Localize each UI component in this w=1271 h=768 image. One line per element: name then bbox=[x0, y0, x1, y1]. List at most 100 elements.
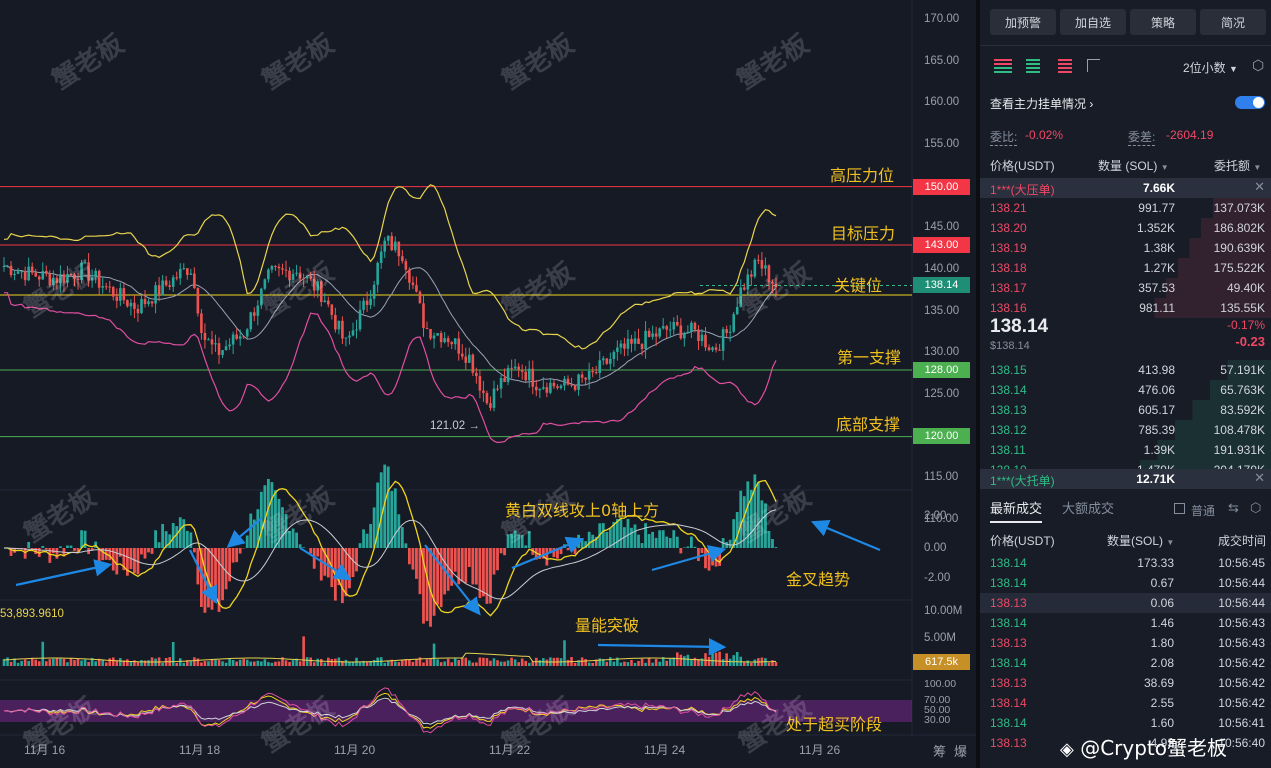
add-alert-button[interactable]: 加预警 bbox=[990, 9, 1056, 35]
tab-large-trades[interactable]: 大额成交 bbox=[1062, 501, 1115, 516]
book-asks-icon[interactable] bbox=[1058, 59, 1072, 73]
annotation-arrow bbox=[189, 549, 217, 604]
macd-histogram-bar bbox=[407, 548, 411, 565]
volume-bar bbox=[404, 659, 408, 666]
candle-body bbox=[489, 403, 492, 408]
macd-histogram-bar bbox=[30, 548, 34, 550]
decimals-select[interactable]: 2位小数 ▼ bbox=[1183, 61, 1238, 75]
volume-bar bbox=[718, 651, 721, 666]
candle-body bbox=[711, 347, 714, 351]
candle-body bbox=[714, 347, 718, 350]
sort-icon: ▼ bbox=[1160, 163, 1169, 172]
main-orders-link[interactable]: 查看主力挂单情况 › bbox=[990, 97, 1094, 111]
volume-bar bbox=[16, 662, 20, 666]
candle-body bbox=[161, 280, 164, 296]
bid-row[interactable]: 138.12 785.39 108.478K bbox=[980, 420, 1271, 440]
trade-row: 138.13 38.69 10:56:42 bbox=[980, 673, 1271, 693]
macd-histogram-bar bbox=[665, 536, 669, 548]
overview-button[interactable]: 简况 bbox=[1200, 9, 1266, 35]
candle-body bbox=[672, 321, 676, 330]
volume-bar bbox=[108, 658, 112, 666]
volume-bar bbox=[147, 660, 150, 666]
candle-body bbox=[362, 300, 365, 310]
candle-body bbox=[750, 274, 753, 277]
macd-histogram-bar bbox=[548, 548, 552, 554]
bid-row[interactable]: 138.14 476.06 65.763K bbox=[980, 380, 1271, 400]
ask-row[interactable]: 138.17 357.53 49.40K bbox=[980, 278, 1271, 298]
volume-bar bbox=[668, 658, 672, 666]
normal-checkbox[interactable] bbox=[1174, 503, 1185, 514]
price-chart-svg[interactable] bbox=[0, 0, 976, 768]
volume-bar bbox=[457, 660, 461, 666]
macd-histogram-bar bbox=[767, 530, 771, 548]
trade-settings-icon[interactable]: ⬡ bbox=[1250, 500, 1262, 515]
col-total-header[interactable]: 委托额 ▼ bbox=[1214, 159, 1262, 173]
panel-divider[interactable] bbox=[976, 0, 980, 768]
candle-body bbox=[436, 333, 439, 336]
big-buy-order-row[interactable]: 1***(大托单) 12.71K ✕ bbox=[980, 469, 1271, 489]
annotation-arrow bbox=[597, 637, 727, 656]
ask-row[interactable]: 138.18 1.27K 175.522K bbox=[980, 258, 1271, 278]
ask-row[interactable]: 138.20 1.352K 186.802K bbox=[980, 218, 1271, 238]
book-compact-icon[interactable] bbox=[1087, 59, 1100, 72]
volume-bar bbox=[524, 660, 528, 666]
bid-row[interactable]: 138.13 605.17 83.592K bbox=[980, 400, 1271, 420]
close-icon[interactable]: ✕ bbox=[1254, 470, 1265, 485]
candle-body bbox=[372, 284, 376, 299]
macd-histogram-bar bbox=[323, 548, 327, 576]
book-bids-icon[interactable] bbox=[1026, 59, 1040, 73]
candle-body bbox=[13, 273, 16, 276]
col-qty-header[interactable]: 数量 (SOL) ▼ bbox=[1098, 159, 1169, 173]
macd-histogram-bar bbox=[302, 547, 306, 548]
volume-bar bbox=[393, 661, 397, 666]
tab-latest-trades[interactable]: 最新成交 bbox=[990, 498, 1043, 523]
macd-histogram-bar bbox=[425, 548, 429, 622]
big-sell-order-row[interactable]: 1***(大压单) 7.66K ✕ bbox=[980, 178, 1271, 198]
settings-icon[interactable]: ⬡ bbox=[1252, 57, 1265, 73]
add-favorite-button[interactable]: 加自选 bbox=[1060, 9, 1126, 35]
macd-histogram-bar bbox=[274, 490, 277, 548]
candle-body bbox=[119, 288, 122, 301]
volume-bar bbox=[714, 652, 718, 666]
main-orders-toggle[interactable] bbox=[1235, 96, 1265, 109]
chips-icon[interactable]: 筹 bbox=[933, 744, 947, 759]
ask-row[interactable]: 138.19 1.38K 190.639K bbox=[980, 238, 1271, 258]
volume-bar bbox=[87, 661, 90, 666]
sort-icon: ▼ bbox=[1253, 163, 1262, 172]
ask-row[interactable]: 138.21 991.77 137.073K bbox=[980, 198, 1271, 218]
close-icon[interactable]: ✕ bbox=[1254, 179, 1265, 194]
book-both-icon[interactable] bbox=[994, 59, 1012, 73]
bid-row[interactable]: 138.11 1.39K 191.931K bbox=[980, 440, 1271, 460]
volume-bar bbox=[62, 658, 66, 666]
candle-body bbox=[288, 270, 291, 280]
trade-col-qty[interactable]: 数量(SOL) ▼ bbox=[1107, 534, 1175, 548]
trade-filter-icon[interactable]: ⇆ bbox=[1228, 500, 1239, 515]
volume-bar bbox=[52, 658, 55, 666]
macd-histogram-bar bbox=[644, 523, 647, 548]
bid-row[interactable]: 138.15 413.98 57.191K bbox=[980, 360, 1271, 380]
strategy-button[interactable]: 策略 bbox=[1130, 9, 1196, 35]
volume-bar bbox=[654, 658, 658, 666]
candle-body bbox=[94, 270, 97, 278]
candle-body bbox=[97, 270, 101, 288]
volume-bar bbox=[436, 659, 439, 666]
macd-histogram-bar bbox=[489, 548, 492, 604]
volume-bar bbox=[30, 657, 34, 666]
volume-bar bbox=[651, 662, 654, 666]
liquidation-icon[interactable]: 爆 bbox=[954, 744, 968, 759]
macd-histogram-bar bbox=[474, 548, 478, 585]
volume-bar bbox=[453, 658, 457, 666]
volume-bar bbox=[80, 660, 83, 666]
volume-left-value: 53,893.9610 bbox=[0, 608, 64, 620]
volume-bar bbox=[506, 660, 510, 666]
candle-body bbox=[9, 265, 13, 276]
candle-body bbox=[746, 274, 750, 290]
ask-row[interactable]: 138.16 981.11 135.55K bbox=[980, 298, 1271, 318]
macd-histogram-bar bbox=[503, 548, 506, 556]
indicator-axis-tick: 100.00 bbox=[924, 678, 957, 690]
trade-time: 10:56:43 bbox=[1218, 636, 1265, 650]
chart-area[interactable]: 170.00 165.00 160.00 155.00 150.00 145.00 140.… bbox=[0, 0, 976, 768]
candle-body bbox=[383, 240, 387, 252]
big-sell-value: 7.66K bbox=[1142, 181, 1175, 195]
volume-tag: 617.5k bbox=[913, 654, 970, 670]
